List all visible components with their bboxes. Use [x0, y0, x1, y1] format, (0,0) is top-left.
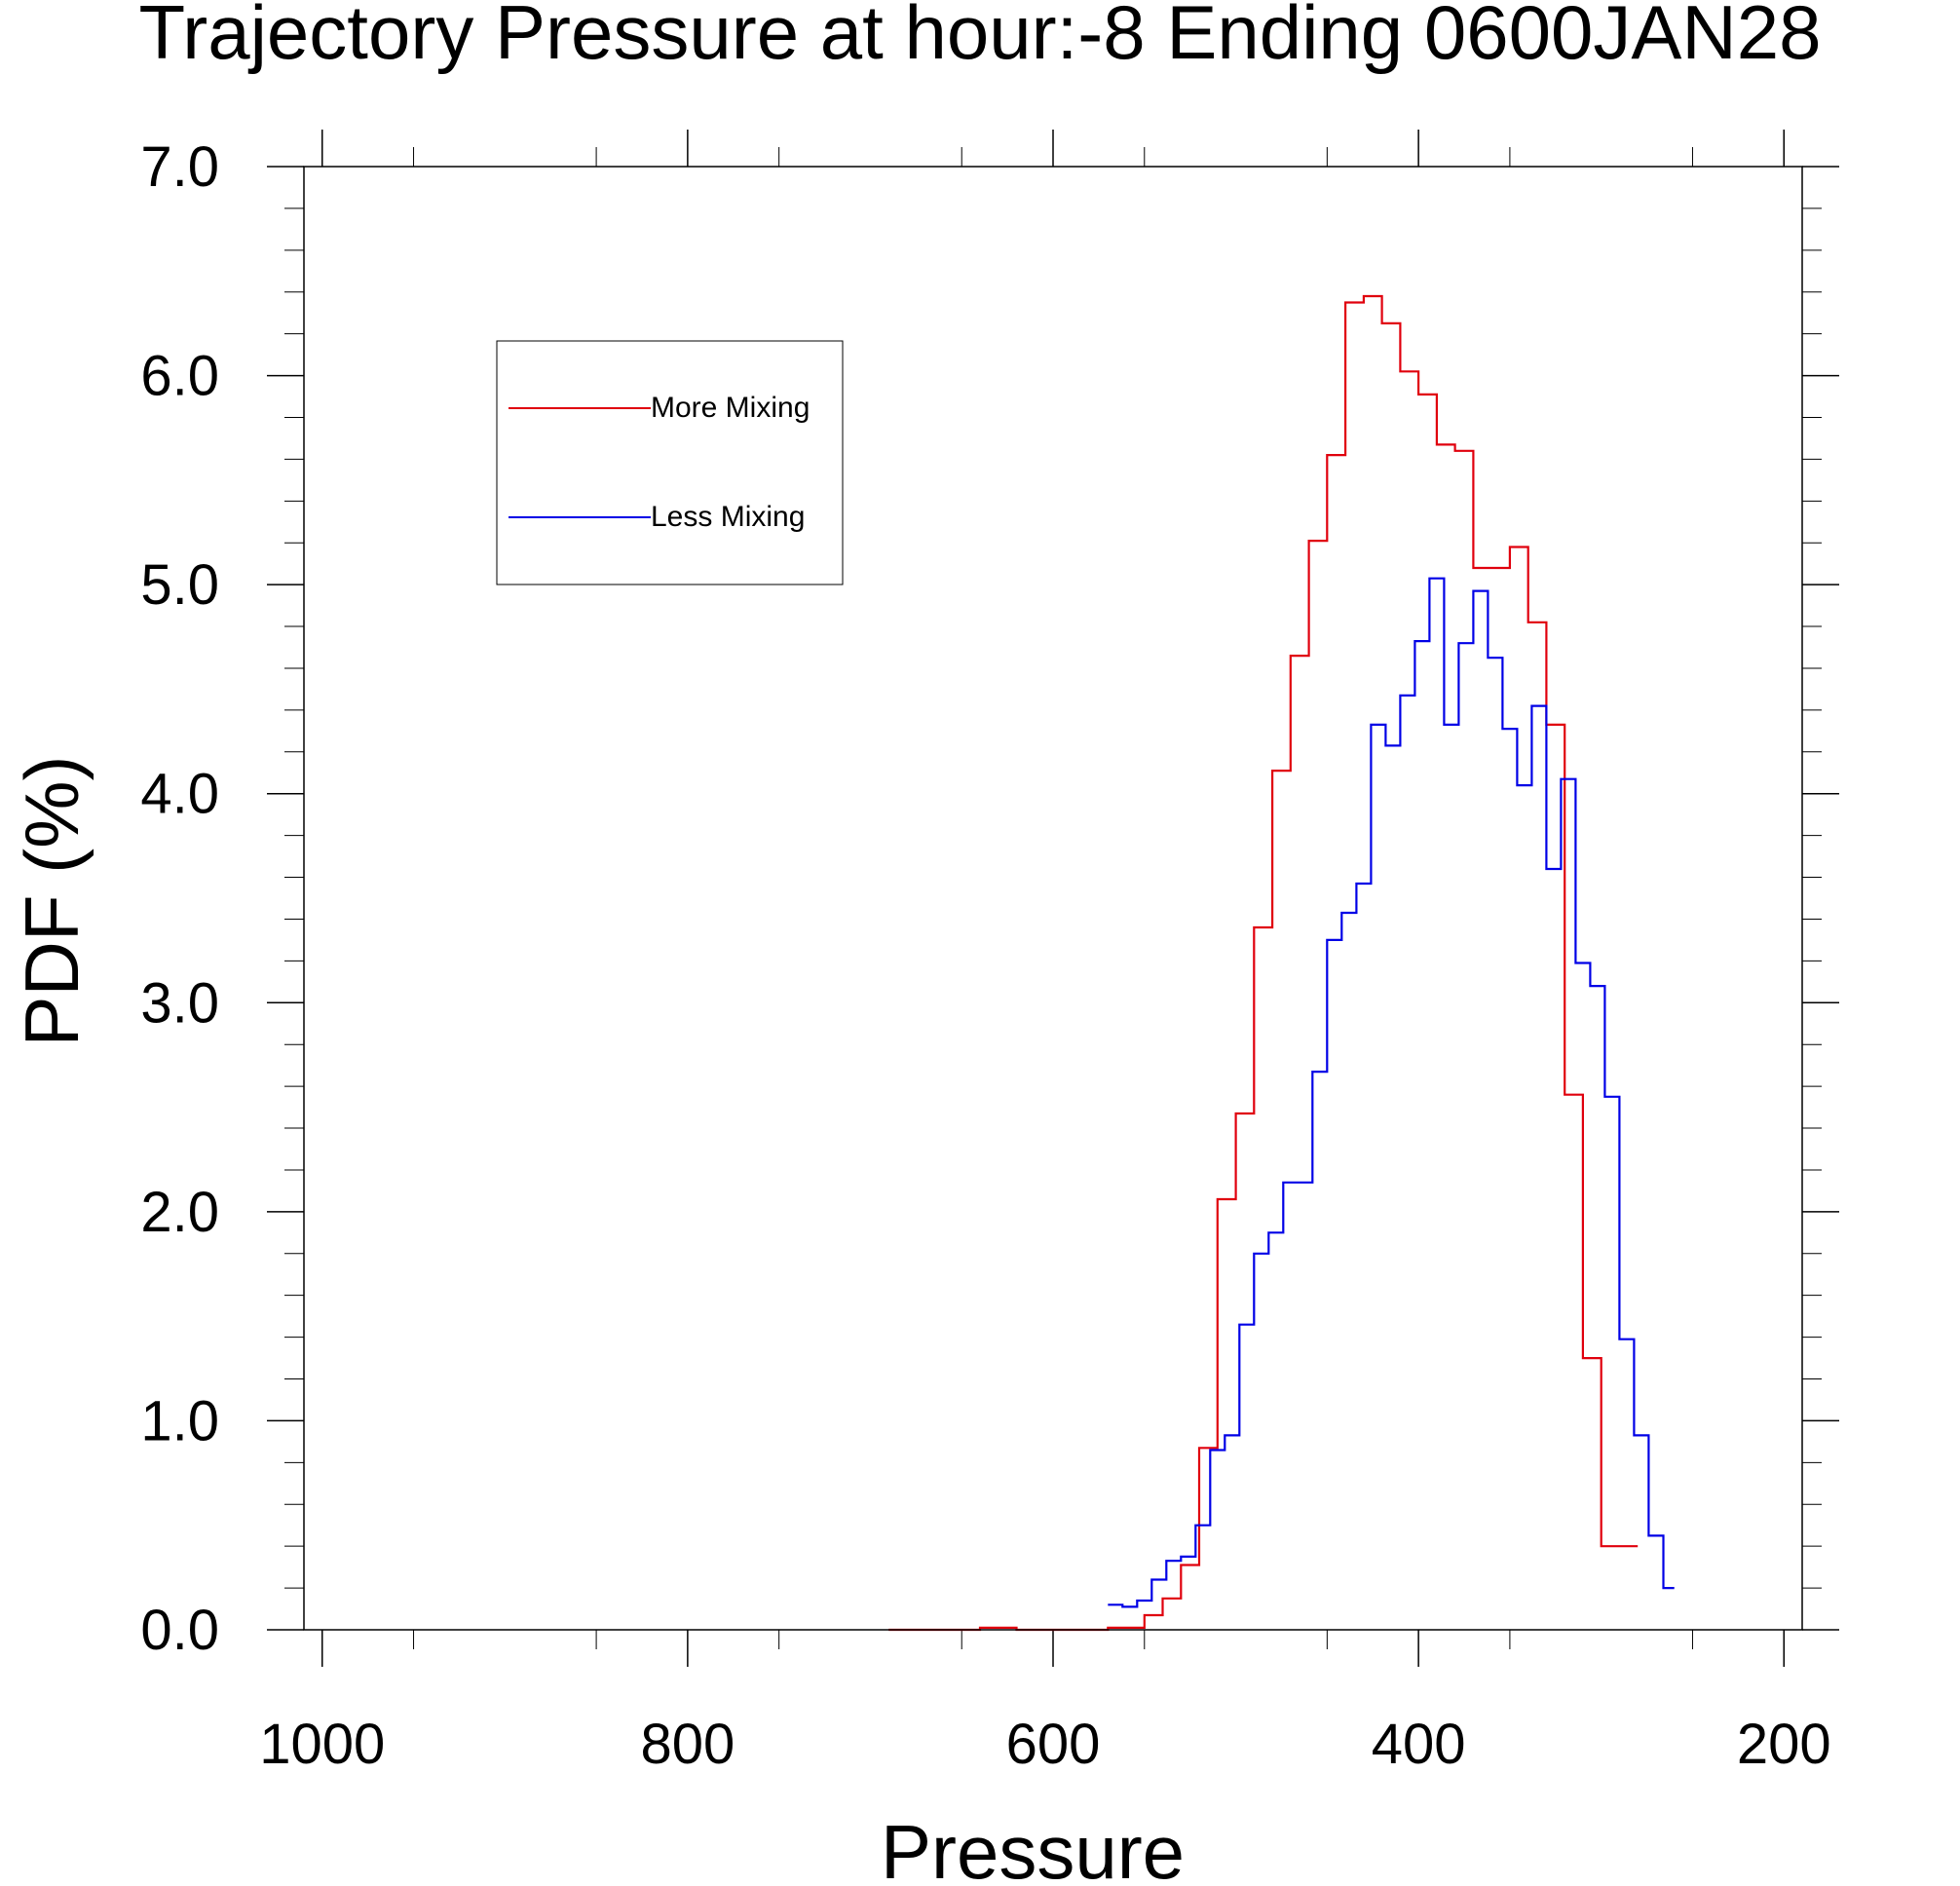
series-line-less-mixing: [1108, 577, 1675, 1608]
y-tick-label: 0.0: [140, 1599, 219, 1662]
y-tick-label: 6.0: [140, 345, 219, 408]
series-line-more-mixing: [888, 294, 1639, 1632]
plot-frame: [303, 166, 1803, 1631]
x-tick-label: 800: [640, 1713, 735, 1776]
y-tick-label: 2.0: [140, 1181, 219, 1244]
y-tick-label: 1.0: [140, 1389, 219, 1452]
legend-label-less-mixing: Less Mixing: [651, 501, 805, 533]
x-tick-label: 1000: [259, 1713, 385, 1776]
x-axis-label: Pressure: [881, 1809, 1185, 1886]
y-tick-label: 3.0: [140, 971, 219, 1035]
y-axis-label: PDF (%): [9, 756, 94, 1047]
chart-title: Trajectory Pressure at hour:-8 Ending 06…: [138, 0, 1821, 75]
y-tick-label: 4.0: [140, 763, 219, 826]
y-tick-label: 7.0: [140, 135, 219, 199]
series-layer: [888, 294, 1675, 1632]
legend: More Mixing Less Mixing: [496, 340, 844, 585]
x-tick-label: 200: [1737, 1713, 1831, 1776]
y-tick-label: 5.0: [140, 553, 219, 617]
x-tick-label: 400: [1372, 1713, 1466, 1776]
legend-box: [496, 340, 844, 585]
axis-ticks: 1000 800 600 400 200 0.0 1.0 2.0 3.0 4.0 5.0 6.0 7.0: [140, 130, 1839, 1776]
legend-label-more-mixing: More Mixing: [651, 392, 810, 424]
x-tick-label: 600: [1006, 1713, 1101, 1776]
